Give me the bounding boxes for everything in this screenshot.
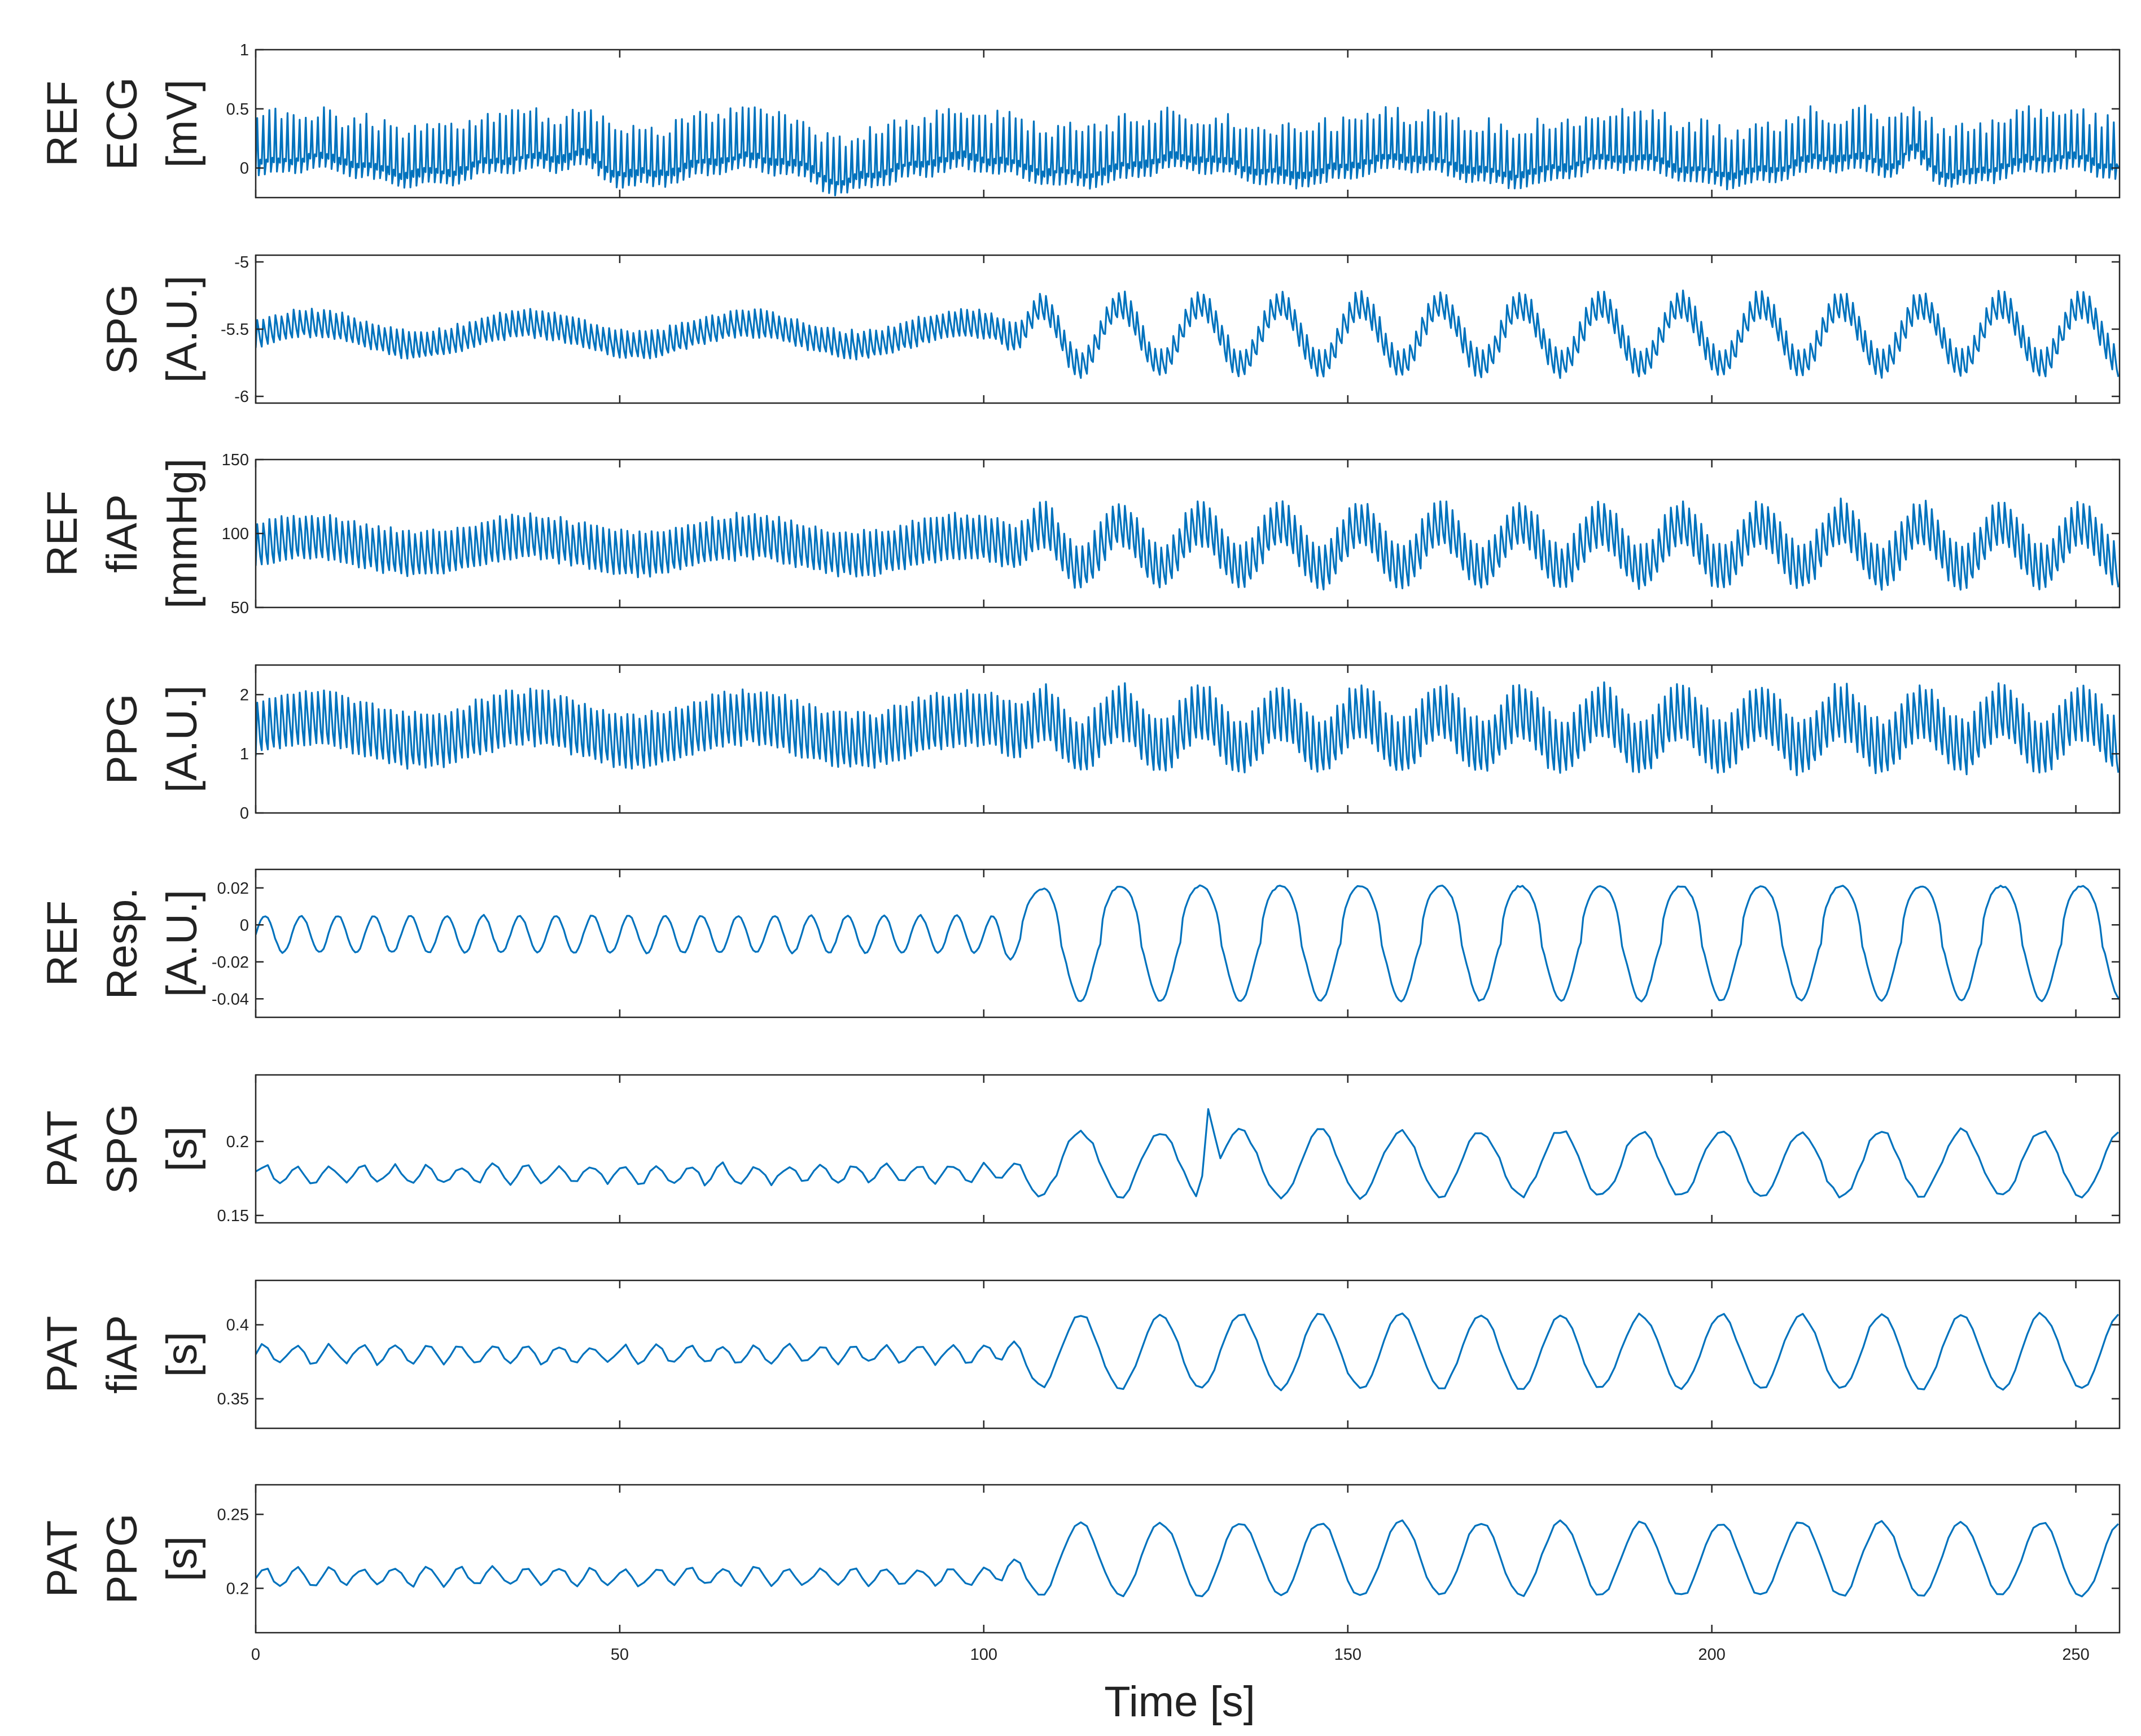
y-tick-label-pat-ppg: 0.25	[217, 1506, 249, 1524]
y-tick-label-ref-fiap: 50	[231, 599, 249, 617]
y-axis-label-pat-ppg: PAT	[38, 1520, 86, 1598]
panel-pat-ppg: 0.2 0.25 PAT PPG [s]	[38, 1484, 2121, 1634]
axes-box-ref-resp	[255, 868, 2121, 1018]
panel-pat-spg: 0.15 0.2 PAT SPG [s]	[38, 1074, 2121, 1225]
x-tick-label: 250	[2062, 1646, 2089, 1664]
panel-ppg: 0 1 2 PPG [A.U.]	[98, 664, 2121, 823]
y-axis-label-ref-resp: REF	[38, 900, 86, 986]
panel-ref-fiap: 50 100 150 REF fiAP [mmHg]	[38, 451, 2121, 617]
y-tick-label-ref-ecg: 1	[240, 41, 249, 59]
y-axis-label-ref-resp: [A.U.]	[158, 890, 206, 997]
y-tick-label-pat-spg: 0.2	[226, 1133, 249, 1151]
y-tick-label-pat-spg: 0.15	[217, 1207, 249, 1225]
y-tick-label-ref-fiap: 150	[222, 451, 249, 469]
x-tick-label: 50	[611, 1646, 629, 1664]
y-axis-label-pat-fiap: fiAP	[98, 1315, 146, 1393]
y-tick-label-pat-fiap: 0.4	[226, 1317, 249, 1335]
panel-spg: -6 -5.5 -5 SPG [A.U.]	[98, 253, 2121, 406]
axes-box-ref-ecg	[255, 49, 2121, 199]
y-tick-label-ref-resp: -0.02	[212, 954, 249, 972]
y-axis-label-pat-spg: [s]	[158, 1126, 206, 1171]
series-line-spg	[256, 289, 2120, 379]
y-axis-label-pat-spg: SPG	[98, 1104, 146, 1195]
x-axis: 0 50 100 150 200 250	[251, 1646, 2090, 1664]
y-axis-label-ref-fiap: fiAP	[98, 494, 146, 572]
y-axis-label-ref-resp: Resp.	[98, 887, 146, 1000]
axes-box-ppg	[255, 664, 2121, 814]
y-tick-label-ref-fiap: 100	[222, 525, 249, 543]
x-tick-label: 0	[251, 1646, 260, 1664]
y-axis-label-ppg: [A.U.]	[158, 685, 206, 793]
y-tick-label-pat-ppg: 0.2	[226, 1580, 249, 1598]
panel-ref-ecg: 0 0.5 1 REF ECG [mV]	[38, 41, 2121, 199]
y-tick-label-spg: -6	[234, 388, 249, 406]
y-tick-label-spg: -5.5	[221, 321, 249, 339]
y-tick-label-ref-resp: -0.04	[212, 990, 249, 1008]
x-tick-label: 150	[1334, 1646, 1361, 1664]
y-tick-label-ppg: 2	[240, 686, 249, 704]
y-axis-label-pat-ppg: PPG	[98, 1514, 146, 1604]
y-tick-label-spg: -5	[234, 253, 249, 272]
x-axis-label: Time [s]	[1104, 1678, 1255, 1726]
panel-ref-resp: -0.04 -0.02 0 0.02 REF Resp. [A.U.]	[38, 868, 2121, 1018]
x-tick-label: 100	[970, 1646, 997, 1664]
y-axis-label-pat-ppg: [s]	[158, 1536, 206, 1581]
series-line-ref-resp	[256, 884, 2120, 1003]
y-axis-label-ppg: PPG	[98, 694, 146, 785]
y-tick-label-ref-resp: 0.02	[217, 880, 249, 898]
y-axis-label-pat-fiap: [s]	[158, 1332, 206, 1377]
y-axis-label-spg: [A.U.]	[158, 276, 206, 383]
axes-box-pat-ppg	[255, 1484, 2121, 1634]
y-axis-label-spg: SPG	[98, 284, 146, 375]
axes-box-pat-spg	[255, 1074, 2121, 1224]
y-axis-label-ref-fiap: [mmHg]	[158, 458, 206, 609]
panel-pat-fiap: 0.35 0.4 PAT fiAP [s]	[38, 1279, 2121, 1429]
x-tick-label: 200	[1698, 1646, 1725, 1664]
series-line-pat-fiap	[256, 1311, 2120, 1392]
y-tick-label-pat-fiap: 0.35	[217, 1390, 249, 1409]
series-line-ref-fiap	[256, 497, 2120, 591]
y-tick-label-ref-ecg: 0	[240, 160, 249, 178]
y-axis-label-ref-ecg: REF	[38, 81, 86, 167]
y-axis-label-pat-fiap: PAT	[38, 1316, 86, 1393]
series-line-pat-ppg	[256, 1519, 2120, 1598]
y-tick-label-ppg: 0	[240, 804, 249, 823]
series-line-ref-ecg	[256, 104, 2120, 196]
y-tick-label-ppg: 1	[240, 745, 249, 763]
y-tick-label-ref-ecg: 0.5	[226, 100, 249, 119]
y-axis-label-pat-spg: PAT	[38, 1110, 86, 1188]
y-axis-label-ref-fiap: REF	[38, 491, 86, 576]
axes-box-pat-fiap	[255, 1279, 2121, 1429]
y-tick-label-ref-resp: 0	[240, 916, 249, 934]
series-line-pat-spg	[256, 1108, 2119, 1200]
y-axis-label-ref-ecg: [mV]	[158, 80, 206, 168]
y-axis-label-ref-ecg: ECG	[98, 77, 146, 170]
series-line-ppg	[256, 681, 2120, 776]
